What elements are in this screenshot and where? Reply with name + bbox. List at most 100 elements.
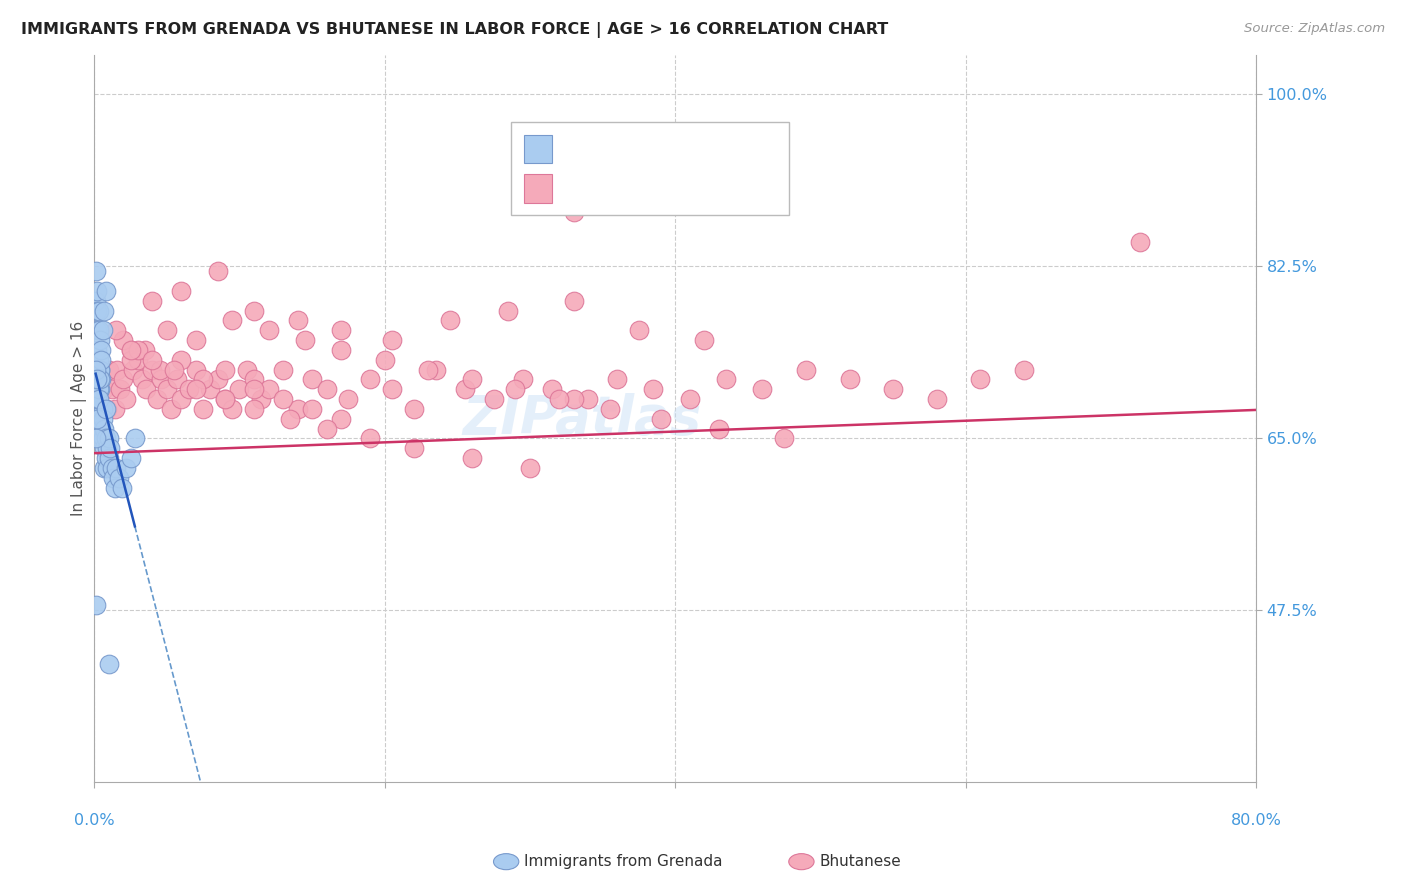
Point (84, 293, 107, 308)
Point (134, 343, 156, 357)
Point (124, 431, 146, 445)
Text: N =: N = (658, 179, 697, 197)
Point (94, 284, 117, 298)
Point (90, 372, 112, 386)
Point (257, 323, 280, 337)
Point (103, 481, 125, 495)
Point (103, 401, 125, 416)
Point (110, 382, 132, 396)
Point (111, 481, 134, 495)
Point (214, 362, 236, 376)
Point (679, 392, 702, 406)
Point (141, 293, 163, 308)
Point (120, 343, 142, 357)
Point (93, 382, 115, 396)
Point (969, 372, 991, 386)
Point (96, 401, 118, 416)
Point (104, 461, 127, 475)
Point (115, 461, 138, 475)
Point (86, 343, 108, 357)
Point (87, 392, 110, 406)
Point (287, 401, 309, 416)
Point (576, 392, 599, 406)
Point (160, 401, 183, 416)
Point (97, 657, 120, 672)
Point (751, 382, 773, 396)
Point (271, 362, 294, 376)
Point (86, 392, 108, 406)
Text: Immigrants from Grenada: Immigrants from Grenada (524, 855, 723, 869)
Text: 80.0%: 80.0% (1230, 813, 1282, 828)
Point (643, 382, 665, 396)
Point (115, 392, 138, 406)
Point (96, 461, 118, 475)
Point (402, 401, 425, 416)
Point (120, 343, 142, 357)
Point (315, 382, 337, 396)
Point (250, 392, 273, 406)
Point (93, 442, 115, 456)
Point (184, 362, 207, 376)
Point (101, 471, 124, 485)
Point (141, 362, 163, 376)
Point (1012, 362, 1035, 376)
Point (97, 431, 120, 445)
Point (1129, 235, 1152, 249)
Point (90, 343, 112, 357)
Point (86, 284, 108, 298)
Text: 57: 57 (704, 140, 724, 158)
Point (519, 461, 541, 475)
Point (96, 442, 118, 456)
Point (925, 392, 948, 406)
Point (86, 303, 108, 318)
Point (562, 392, 585, 406)
Point (200, 382, 222, 396)
Point (243, 382, 266, 396)
Point (548, 392, 571, 406)
Point (87, 401, 110, 416)
Point (112, 372, 135, 386)
Point (94, 401, 117, 416)
Point (93, 303, 115, 318)
Point (100, 382, 122, 396)
Point (166, 372, 188, 386)
Point (243, 303, 266, 318)
Point (94, 451, 117, 466)
Point (882, 382, 904, 396)
Point (90, 352, 112, 367)
Point (127, 343, 149, 357)
Point (141, 352, 163, 367)
Point (89, 362, 111, 376)
Point (150, 372, 173, 386)
Point (89, 333, 111, 347)
Point (86, 372, 108, 386)
Point (461, 451, 484, 466)
Point (87, 323, 110, 337)
Point (97, 362, 120, 376)
Point (330, 411, 353, 425)
Point (707, 421, 730, 435)
Point (87, 382, 110, 396)
Point (97, 451, 120, 466)
Point (243, 401, 266, 416)
Point (221, 401, 243, 416)
Point (374, 352, 396, 367)
Point (163, 362, 186, 376)
Point (91, 401, 114, 416)
Point (330, 323, 353, 337)
Point (104, 323, 127, 337)
Point (170, 392, 193, 406)
Point (214, 392, 236, 406)
Point (562, 293, 585, 308)
Point (301, 372, 323, 386)
Point (425, 362, 447, 376)
Point (98, 442, 121, 456)
Point (87, 382, 110, 396)
Point (243, 372, 266, 386)
Point (170, 352, 193, 367)
Point (359, 372, 381, 386)
Text: 112: 112 (704, 179, 734, 197)
Point (359, 431, 381, 445)
Point (91, 323, 114, 337)
Point (439, 313, 461, 327)
